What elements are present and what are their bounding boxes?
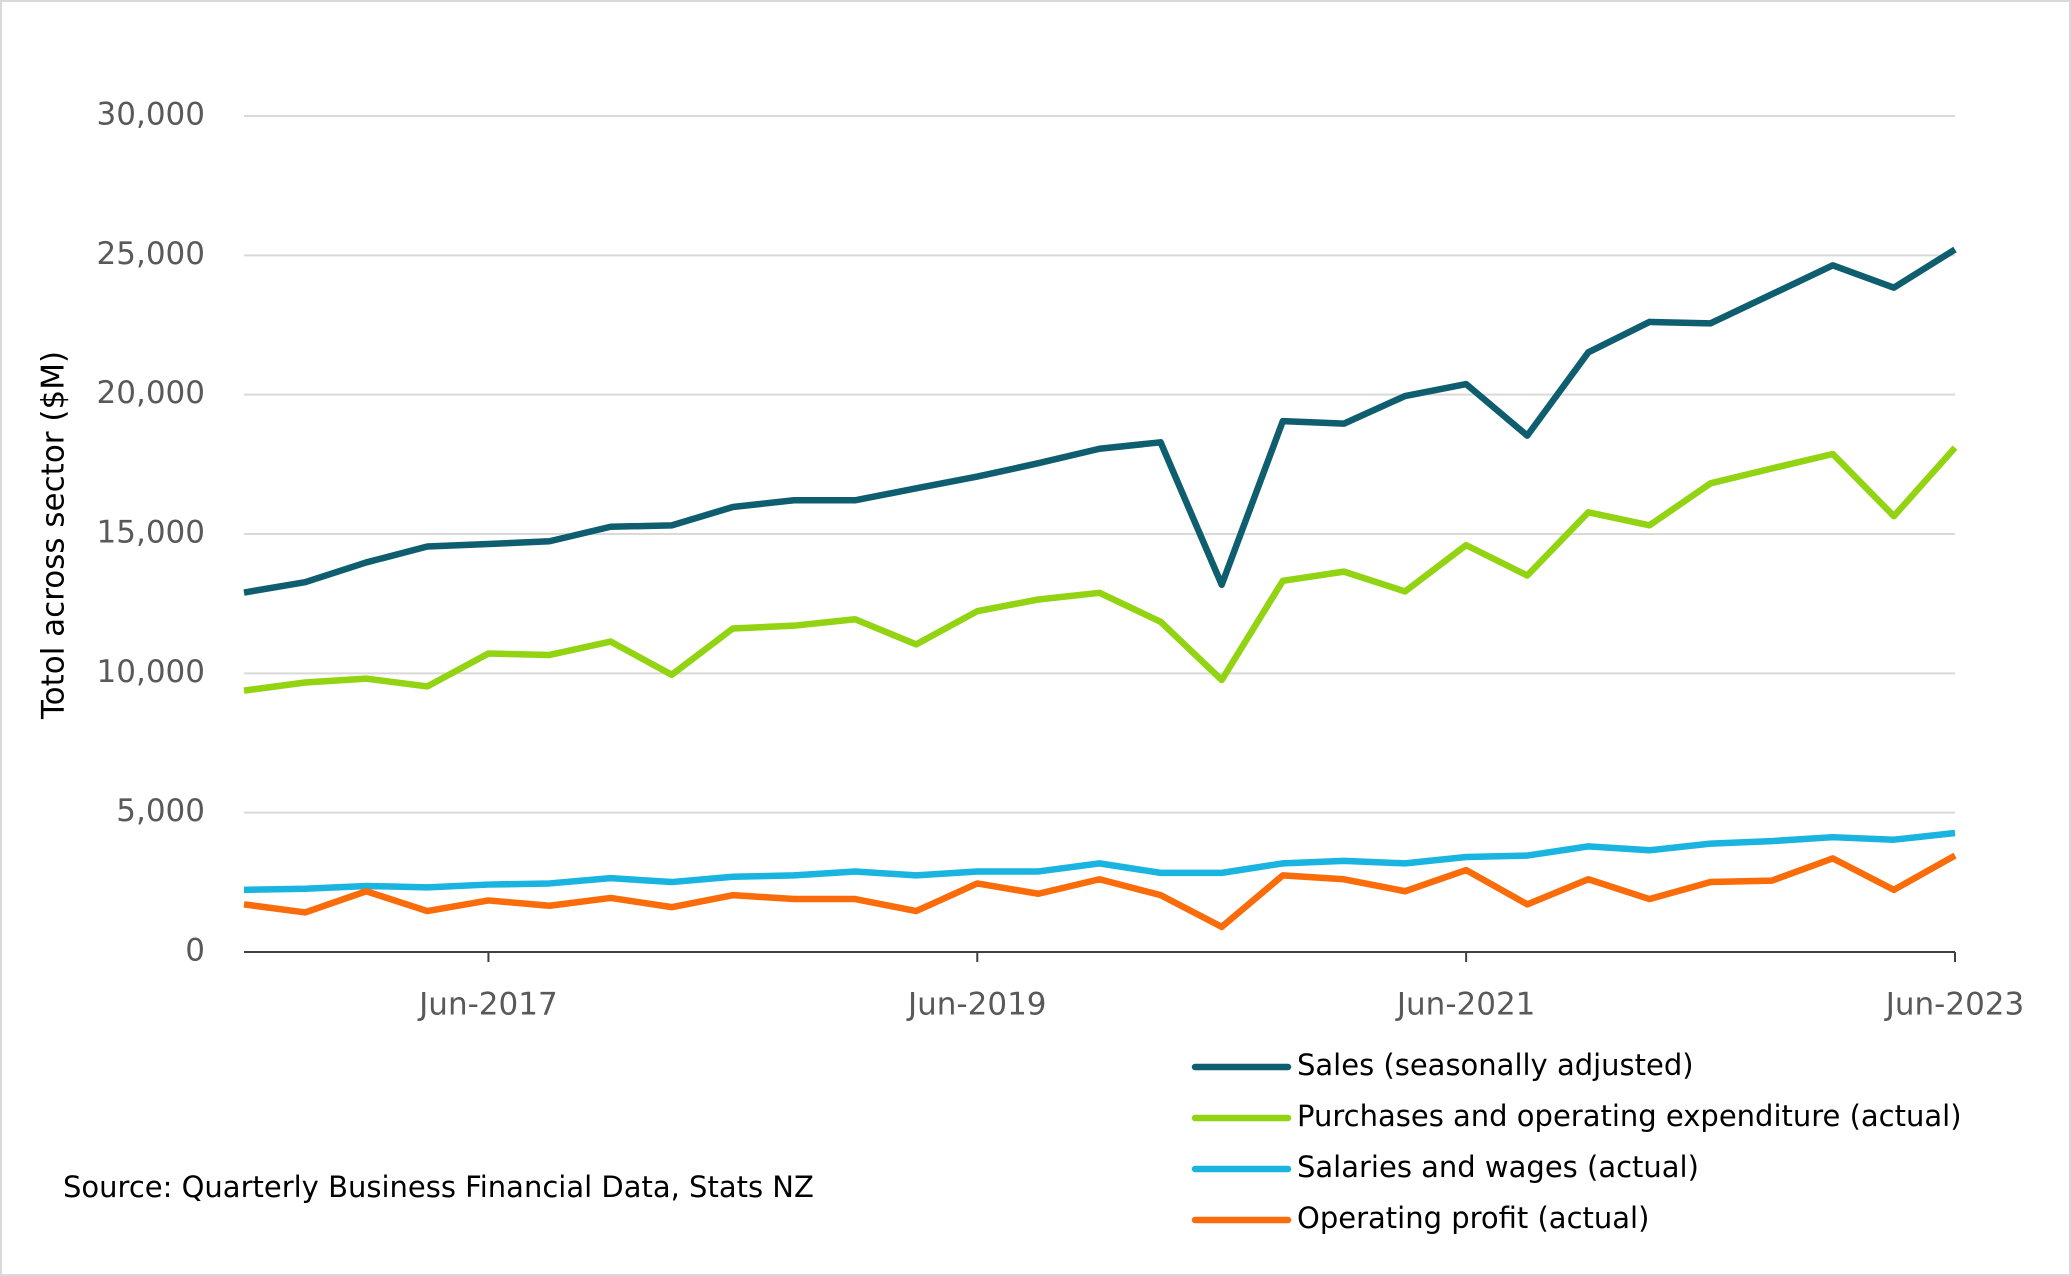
x-tick-label: Jun-2023 [1884, 987, 2025, 1023]
legend-label: Sales (seasonally adjusted) [1297, 1048, 1694, 1082]
y-tick-label: 10,000 [97, 654, 205, 690]
source-note: Source: Quarterly Business Financial Dat… [63, 1170, 814, 1204]
series-line [243, 829, 1956, 894]
x-tick-label: Jun-2021 [1395, 987, 1536, 1023]
x-tick-label: Jun-2019 [906, 987, 1047, 1023]
y-tick-label: 5,000 [116, 793, 205, 829]
y-tick-label: 15,000 [97, 515, 205, 551]
x-tick-label: Jun-2017 [417, 987, 558, 1023]
y-tick-label: 0 [185, 933, 205, 969]
series-line [243, 445, 1958, 694]
legend-label: Operating profit (actual) [1297, 1201, 1649, 1235]
y-tick-label: 20,000 [97, 375, 205, 411]
y-tick-label: 25,000 [97, 236, 205, 272]
y-axis-title: Totol across sector ($M) [36, 351, 72, 720]
legend-label: Salaries and wages (actual) [1297, 1150, 1699, 1184]
series-line [243, 852, 1957, 931]
y-tick-label: 30,000 [97, 97, 205, 133]
legend-label: Purchases and operating expenditure (act… [1297, 1099, 1962, 1133]
series-line [243, 246, 1957, 596]
